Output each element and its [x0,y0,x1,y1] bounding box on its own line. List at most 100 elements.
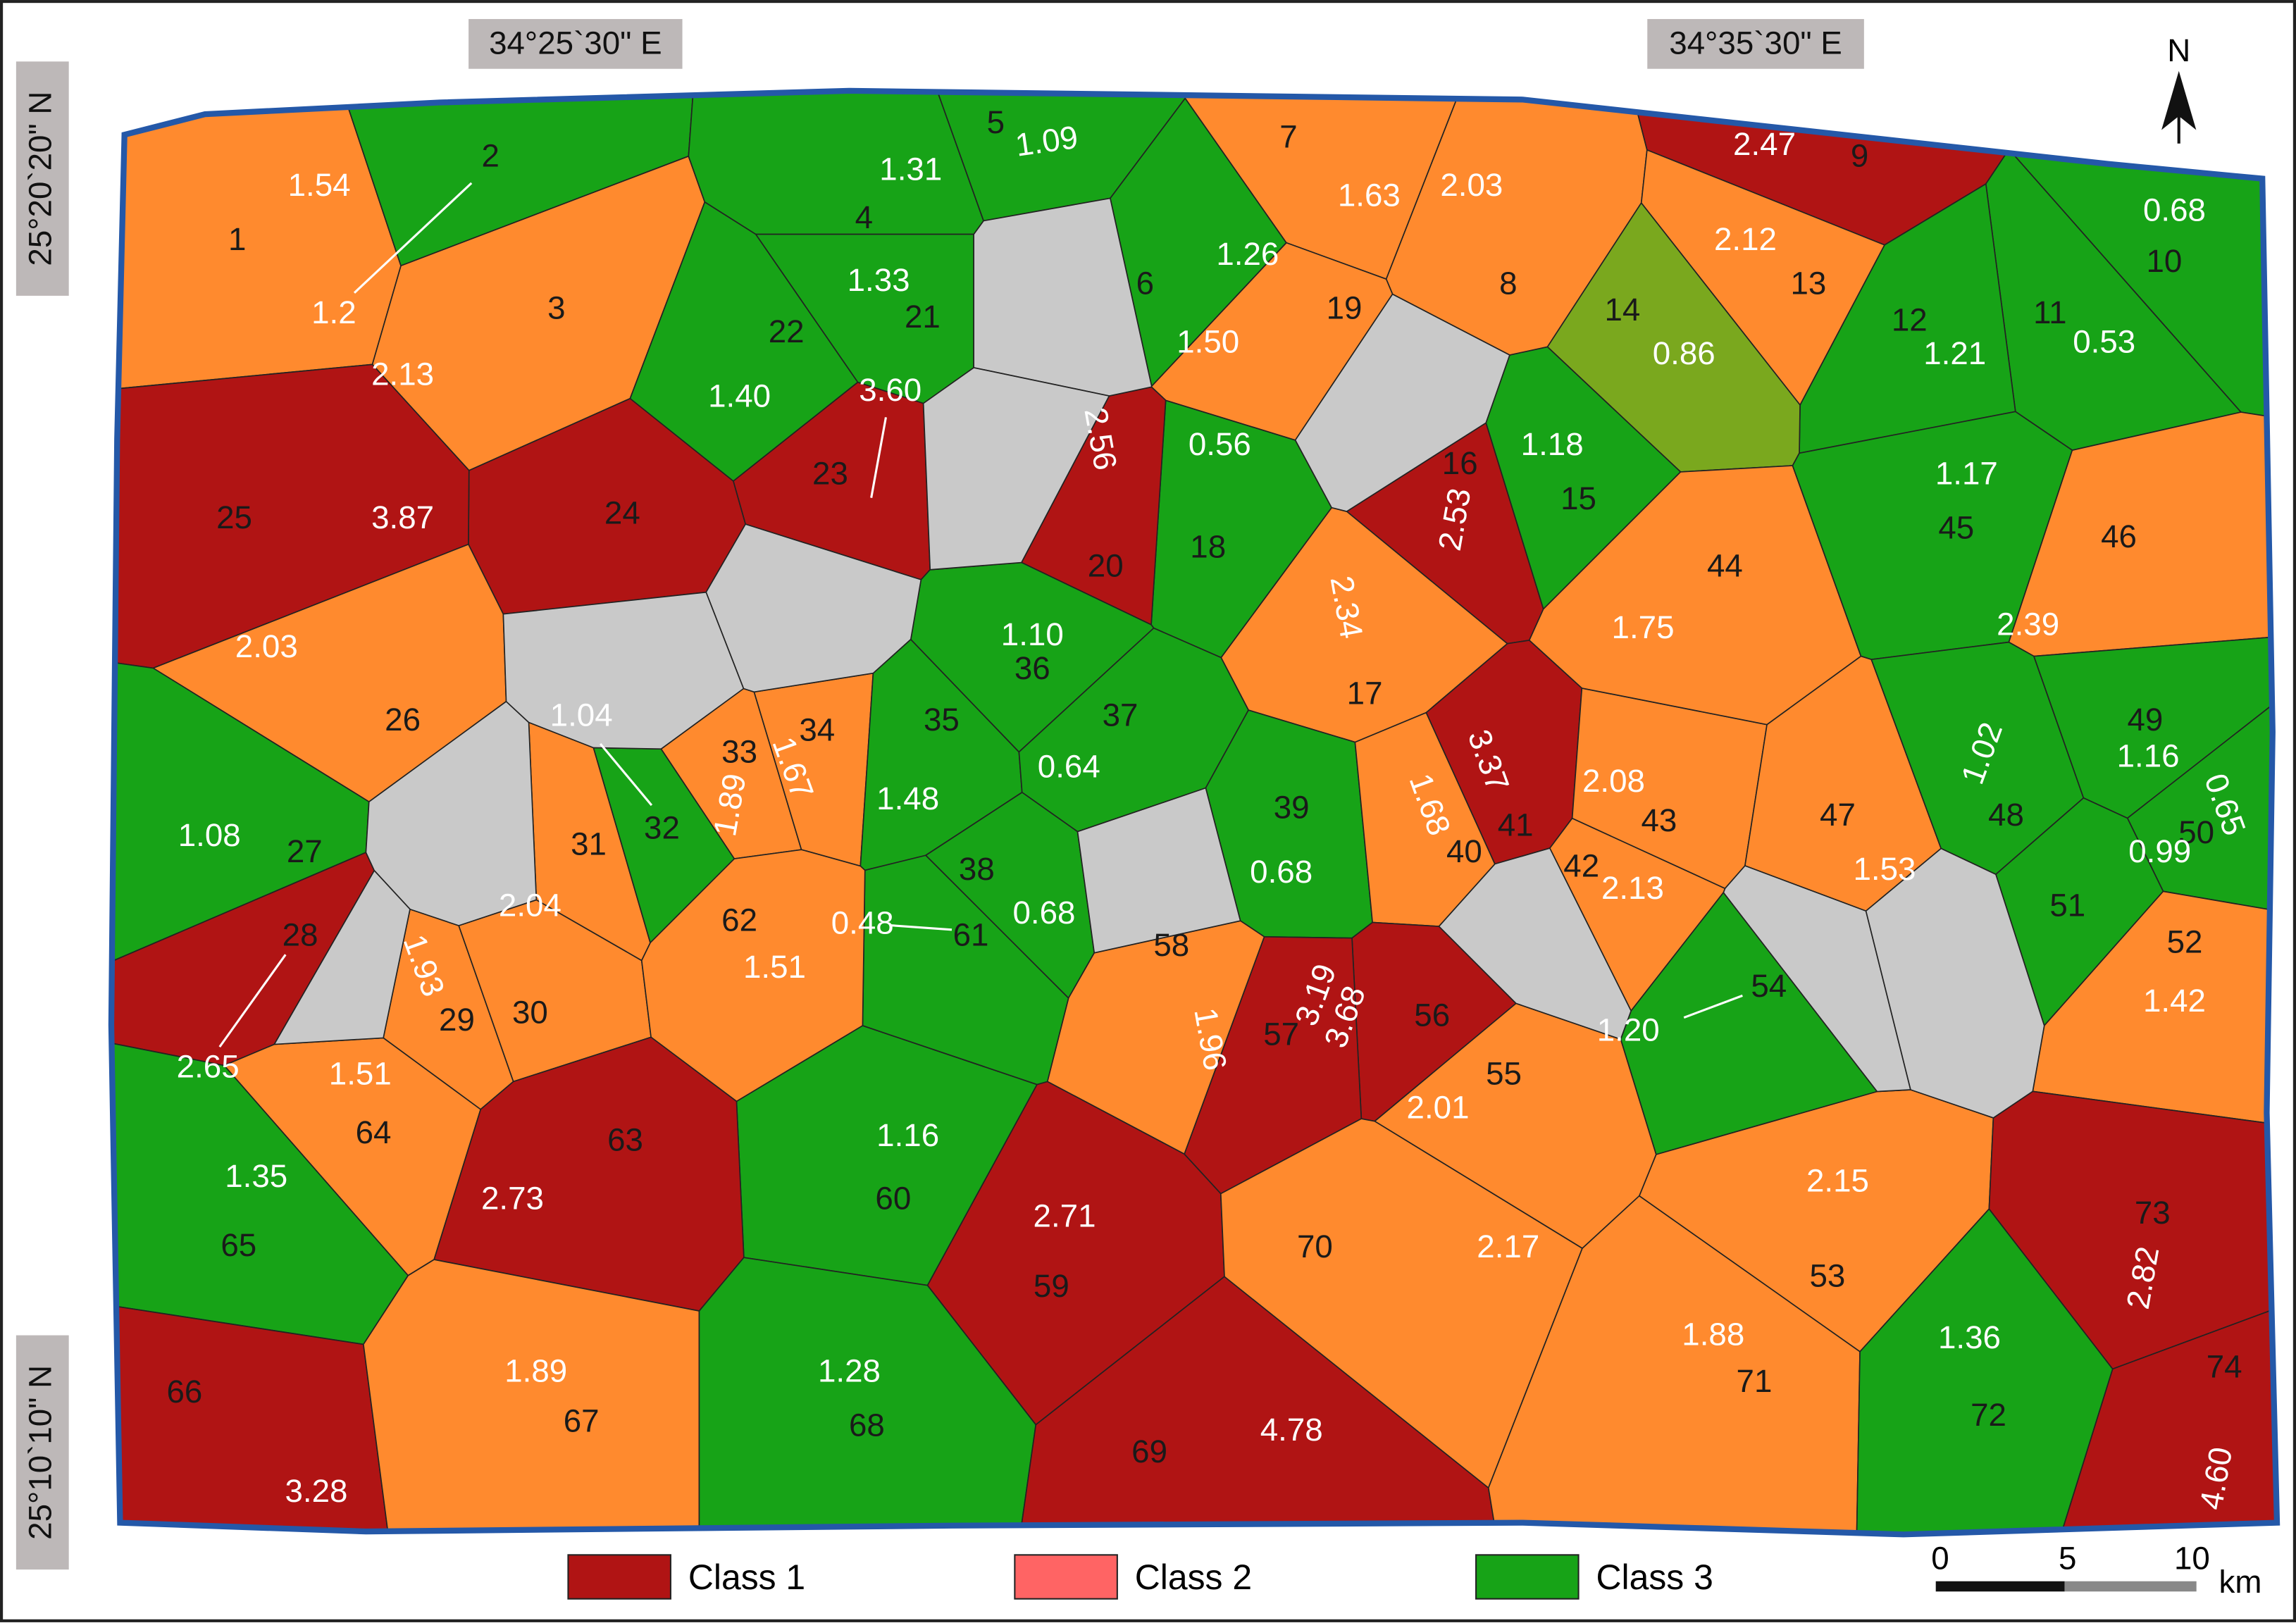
basin-id: 50 [2178,814,2214,850]
legend-swatch [567,1554,671,1600]
basin-id: 65 [221,1227,256,1263]
basin-id: 55 [1486,1056,1522,1092]
basin-value: 1.09 [1013,119,1080,163]
basin-id: 46 [2101,518,2137,554]
coord-label: 34°35`30" E [1669,25,1842,61]
basin-value: 1.04 [550,697,613,733]
basin-value: 1.53 [1853,851,1916,887]
basin-value: 1.2 [311,294,356,330]
basin-id: 60 [875,1180,911,1216]
basin-value: 0.64 [1038,748,1100,784]
basin-id: 2 [482,138,499,174]
basin-value: 0.68 [2143,192,2206,228]
coord-box [15,61,69,296]
leader-line [599,742,653,807]
basin-value: 1.51 [743,949,806,985]
basin-value: 1.20 [1597,1012,1660,1047]
basin-value: 3.60 [859,372,921,408]
scale-tick-label: 5 [2059,1541,2076,1577]
basin-value: 2.03 [1440,167,1503,203]
basin-id: 6 [1136,265,1154,301]
scale-segment [1935,1581,2065,1592]
basin-id: 61 [953,916,989,952]
basin-id: 9 [1851,138,1868,174]
basin-value: 1.17 [1935,456,1998,492]
coord-label: 25°10`10" N [22,1365,58,1540]
basin-value: 2.12 [1714,221,1777,257]
basin-id: 51 [2049,888,2085,924]
basin-id: 22 [769,313,805,349]
basin-value: 2.73 [481,1180,544,1216]
basin-id: 21 [905,299,941,335]
coord-label: 25°20`20" N [22,92,58,266]
legend-swatch [1475,1554,1580,1600]
north-label: N [2167,32,2190,68]
legend: Class 1 Class 2 Class 3 [567,1554,1713,1600]
basin-id: 3 [547,290,565,326]
leader-line [218,954,287,1048]
basin-id: 48 [1988,797,2024,833]
leader-line [870,417,887,498]
coord-label: 34°25`30" E [489,25,662,61]
basin-id: 35 [924,702,960,738]
basin-value: 1.28 [818,1353,881,1389]
basin-id: 8 [1499,265,1517,301]
basin-value: 0.99 [2128,833,2191,869]
basin-value: 2.65 [177,1048,240,1084]
basin-value: 1.21 [1923,335,1986,371]
basin-id: 39 [1274,789,1310,825]
basin-id: 23 [812,456,848,492]
basin-value: 1.63 [1338,178,1401,213]
basin-id: 58 [1153,927,1189,963]
basin-value: 2.47 [1733,126,1796,162]
basin-id: 49 [2127,702,2163,738]
basin-value: 0.48 [831,905,894,941]
basin-id: 17 [1347,675,1383,711]
labels-layer: 1 1.54 2 1.2 3 2.13 41.31 5 1.09 6 1.26 7 1.63 8 2.03 9… [166,104,2252,1512]
hillshade-area [273,870,411,1045]
basin-id: 68 [849,1407,885,1443]
basin-id: 66 [166,1374,202,1410]
basin-id: 62 [721,902,757,938]
basin-id: 44 [1707,548,1743,584]
basin-id: 32 [644,810,680,846]
leader-line [1683,994,1743,1019]
basin-value: 2.13 [1601,870,1664,906]
basin-value: 1.50 [1177,324,1239,360]
basin-id: 18 [1190,529,1226,565]
basin-value: 0.86 [1653,335,1715,371]
basin-id: 11 [2033,294,2066,330]
basin [640,849,866,1102]
basin-value: 1.75 [1612,609,1675,645]
basin-value: 0.56 [1189,426,1251,462]
basin-value: 2.04 [499,888,561,924]
hillshade-area [1865,847,2045,1119]
basin-id: 45 [1938,509,1974,545]
basin-id: 67 [564,1403,600,1438]
basin-value: 1.16 [876,1117,939,1153]
basin-value: 0.68 [1012,895,1075,931]
basin-id: 72 [1971,1397,2006,1433]
basin-id: 59 [1034,1268,1069,1304]
basin-value: 1.35 [225,1158,287,1194]
basin-value: 2.17 [1477,1229,1539,1264]
basin-value: 1.51 [329,1056,392,1092]
hillshade-area [502,591,745,750]
basin-id: 28 [283,916,318,952]
basin-id: 41 [1498,807,1534,842]
basin-id: 38 [959,851,995,887]
basin-id: 37 [1103,697,1138,733]
basin-value: 2.39 [1997,607,2059,642]
basin-id: 33 [721,733,757,769]
basin-value: 1.26 [1216,236,1279,272]
hillshade-area [1294,293,1510,512]
hillshade-area [922,367,1110,571]
basin-value: 0.53 [2073,324,2135,360]
basin-id: 47 [1820,797,1856,833]
basin-value: 1.42 [2143,983,2206,1019]
basin-value: 3.87 [371,499,434,535]
basin-value: 1.40 [708,378,771,413]
basin [2054,1299,2277,1535]
basin-id: 14 [1604,292,1640,328]
